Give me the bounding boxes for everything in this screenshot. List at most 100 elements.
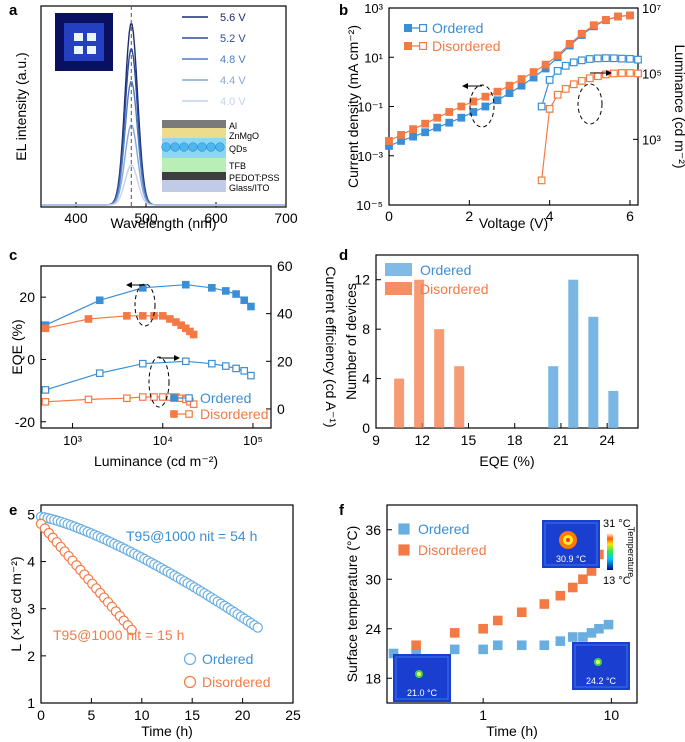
point	[232, 290, 240, 298]
legend-label: 4.8 V	[220, 54, 246, 66]
point	[505, 81, 514, 90]
y-tick-label: 20	[19, 289, 35, 305]
point-Ordered	[567, 632, 578, 642]
legend-label: Disordered	[202, 674, 270, 690]
legend-label: Disordered	[418, 542, 486, 558]
point-Ordered	[478, 644, 488, 655]
y-tick-label: 10⁻⁵	[356, 198, 383, 213]
layer-label: QDs	[229, 144, 248, 154]
annotation: T95@1000 nit = 15 h	[53, 627, 184, 643]
guide-ellipse	[469, 84, 495, 128]
thermal-label: 21.0 °C	[407, 688, 438, 698]
point	[553, 51, 562, 60]
point	[95, 369, 104, 378]
point	[545, 76, 554, 84]
y-tick-label: 4	[27, 554, 35, 570]
point	[469, 108, 478, 116]
y-axis-title: Number of devices	[343, 283, 359, 400]
point	[634, 69, 642, 78]
y-tick-label: 10¹	[364, 50, 383, 65]
legend-label: 4.0 V	[220, 96, 246, 108]
y-tick-label: 8	[362, 321, 370, 337]
point	[561, 84, 570, 93]
layer-label: TFB	[229, 161, 246, 171]
y-tick-label: 36	[365, 522, 381, 538]
x-tick-label: 9	[372, 432, 380, 448]
x-tick-label: 700	[274, 210, 298, 226]
bar-Disordered	[394, 378, 405, 428]
point	[565, 39, 574, 48]
point	[553, 90, 562, 99]
point	[232, 364, 240, 373]
guide-ellipse	[134, 283, 156, 327]
panel-letter: c	[9, 247, 17, 264]
point	[481, 102, 490, 111]
point-Disordered	[516, 607, 527, 618]
x-tick-label: 400	[64, 210, 88, 226]
x-axis-title: Voltage (V)	[479, 215, 548, 231]
guide-ellipse	[577, 83, 603, 125]
hot-core	[417, 672, 421, 676]
y-axis-title: Current density (mA cm⁻²)	[345, 25, 361, 188]
point	[569, 58, 578, 67]
layer-label: ZnMgO	[229, 131, 259, 141]
x-tick-label: 10	[134, 707, 150, 723]
point	[618, 69, 626, 77]
legend-label: Ordered	[432, 20, 483, 36]
point	[585, 74, 594, 83]
panel-b: 0 2 4 6 10⁻⁵ 10⁻³ 10⁻¹ 10¹ 10³ 10³ 10⁵ 10⁷ Voltage (…	[345, 1, 685, 231]
point	[138, 312, 147, 320]
bar-Ordered	[568, 279, 579, 428]
panel-e: 0 5 10 15 20 25 1 2 3 4 5 Time (h) L (×10³ cd m⁻²) T9…	[8, 504, 301, 739]
point	[577, 56, 586, 65]
x-tick-label: 5	[88, 707, 96, 723]
point	[569, 80, 578, 89]
point	[123, 312, 131, 320]
legend-label: Disordered	[200, 406, 268, 422]
point-Ordered	[555, 636, 566, 646]
thermal-image: 30.9 °C	[542, 520, 600, 568]
point	[181, 357, 190, 366]
point	[95, 296, 104, 305]
panel-letter: e	[9, 502, 17, 519]
y-tick-label: 2	[27, 648, 35, 664]
point	[150, 393, 158, 401]
point-Ordered	[594, 623, 604, 634]
legend-marker	[183, 652, 197, 666]
legend-label: 5.6 V	[220, 12, 246, 24]
x-tick-label: 21	[553, 432, 569, 448]
legend-filled-marker	[170, 410, 178, 418]
emitting-pixel	[74, 46, 83, 54]
point	[409, 132, 417, 141]
legend-open-marker	[419, 24, 428, 33]
layer-label: PEDOT:PSS	[229, 173, 280, 183]
point	[593, 72, 602, 81]
bar-Disordered	[414, 279, 425, 428]
point	[541, 60, 550, 69]
point-Disordered	[492, 615, 503, 626]
legend-label: Ordered	[202, 651, 253, 667]
layer-PEDOT:PSS	[162, 172, 226, 180]
y-tick-label: 1	[27, 695, 35, 711]
y2-tick-label: 10³	[642, 132, 661, 147]
thermal-image: 24.2 °C	[572, 642, 630, 690]
y-tick-label: 5	[27, 506, 35, 522]
point	[610, 54, 618, 63]
legend-label: Ordered	[418, 521, 469, 537]
qd-dot	[161, 142, 171, 152]
x-tick-label: 500	[134, 210, 158, 226]
legend-filled-marker	[170, 394, 178, 402]
point	[601, 70, 610, 79]
x-tick-label: 20	[235, 707, 251, 723]
x-tick-label: 600	[204, 210, 228, 226]
colorbar-max: 31 °C	[603, 518, 631, 530]
point	[626, 54, 634, 63]
point-Disordered	[411, 640, 421, 651]
y-axis-title: EL intensity (a.u.)	[13, 52, 29, 160]
emitting-pixel	[74, 33, 83, 41]
x-tick-label: 12	[414, 432, 430, 448]
layer-label: Al	[229, 121, 237, 131]
thermal-bg	[572, 642, 630, 690]
panel-letter: b	[339, 2, 348, 19]
y-tick-label: 10³	[364, 1, 383, 16]
